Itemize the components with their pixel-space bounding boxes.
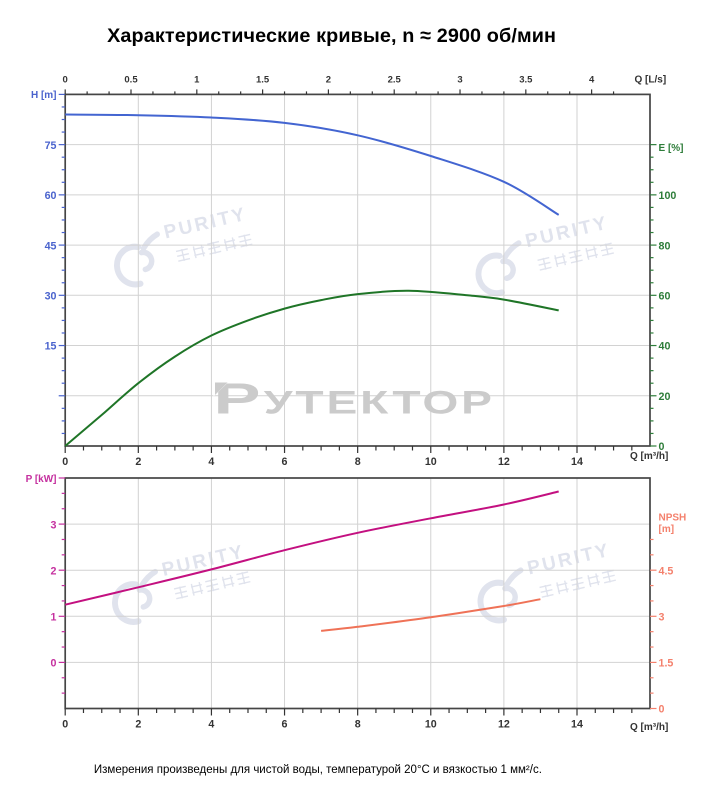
svg-text:Q [L/s]: Q [L/s] (635, 75, 667, 86)
svg-text:1.5: 1.5 (659, 658, 674, 670)
svg-text:60: 60 (659, 291, 671, 303)
svg-text:УТЕКТОР: УТЕКТОР (264, 385, 495, 420)
svg-text:P [kW]: P [kW] (26, 474, 57, 485)
svg-text:Q [m³/h]: Q [m³/h] (630, 451, 668, 462)
svg-text:3: 3 (51, 519, 57, 531)
svg-text:0: 0 (659, 441, 665, 453)
svg-text:0.5: 0.5 (124, 75, 138, 86)
svg-text:1: 1 (194, 75, 200, 86)
svg-text:2: 2 (326, 75, 331, 86)
svg-text:12: 12 (498, 456, 510, 468)
svg-text:30: 30 (45, 291, 57, 303)
svg-text:0: 0 (62, 719, 68, 731)
svg-text:20: 20 (659, 391, 671, 403)
svg-text:6: 6 (282, 719, 288, 731)
svg-text:2: 2 (135, 456, 141, 468)
svg-text:8: 8 (355, 719, 361, 731)
svg-text:2.5: 2.5 (388, 75, 402, 86)
svg-text:0: 0 (63, 75, 68, 86)
svg-text:14: 14 (571, 719, 583, 731)
svg-text:6: 6 (282, 456, 288, 468)
svg-text:Измерения произведены для чист: Измерения произведены для чистой воды, т… (94, 764, 542, 776)
svg-text:14: 14 (571, 456, 583, 468)
svg-text:15: 15 (45, 341, 57, 353)
svg-text:H [m]: H [m] (31, 90, 57, 101)
svg-text:4: 4 (208, 456, 214, 468)
svg-text:3.5: 3.5 (519, 75, 533, 86)
svg-text:4: 4 (589, 75, 595, 86)
svg-text:1.5: 1.5 (256, 75, 270, 86)
svg-text:4.5: 4.5 (659, 565, 674, 577)
svg-text:60: 60 (45, 190, 57, 202)
svg-text:4: 4 (208, 719, 214, 731)
svg-text:12: 12 (498, 719, 510, 731)
svg-text:75: 75 (45, 140, 57, 152)
svg-text:80: 80 (659, 240, 671, 252)
svg-text:45: 45 (45, 240, 57, 252)
svg-text:100: 100 (659, 190, 677, 202)
svg-text:2: 2 (135, 719, 141, 731)
svg-text:Характеристические кривые, n ≈: Характеристические кривые, n ≈ 2900 об/м… (107, 25, 556, 47)
svg-text:10: 10 (425, 456, 437, 468)
svg-text:NPSH: NPSH (659, 513, 687, 524)
svg-text:2: 2 (51, 565, 57, 577)
svg-text:3: 3 (457, 75, 462, 86)
svg-text:0: 0 (62, 456, 68, 468)
svg-text:E [%]: E [%] (659, 143, 684, 154)
svg-text:0: 0 (51, 658, 57, 670)
svg-text:0: 0 (659, 704, 665, 716)
svg-text:Q [m³/h]: Q [m³/h] (630, 722, 668, 733)
svg-text:10: 10 (425, 719, 437, 731)
svg-text:1: 1 (51, 612, 57, 624)
svg-text:40: 40 (659, 341, 671, 353)
svg-text:8: 8 (355, 456, 361, 468)
svg-text:3: 3 (659, 612, 665, 624)
svg-text:[m]: [m] (659, 524, 675, 535)
